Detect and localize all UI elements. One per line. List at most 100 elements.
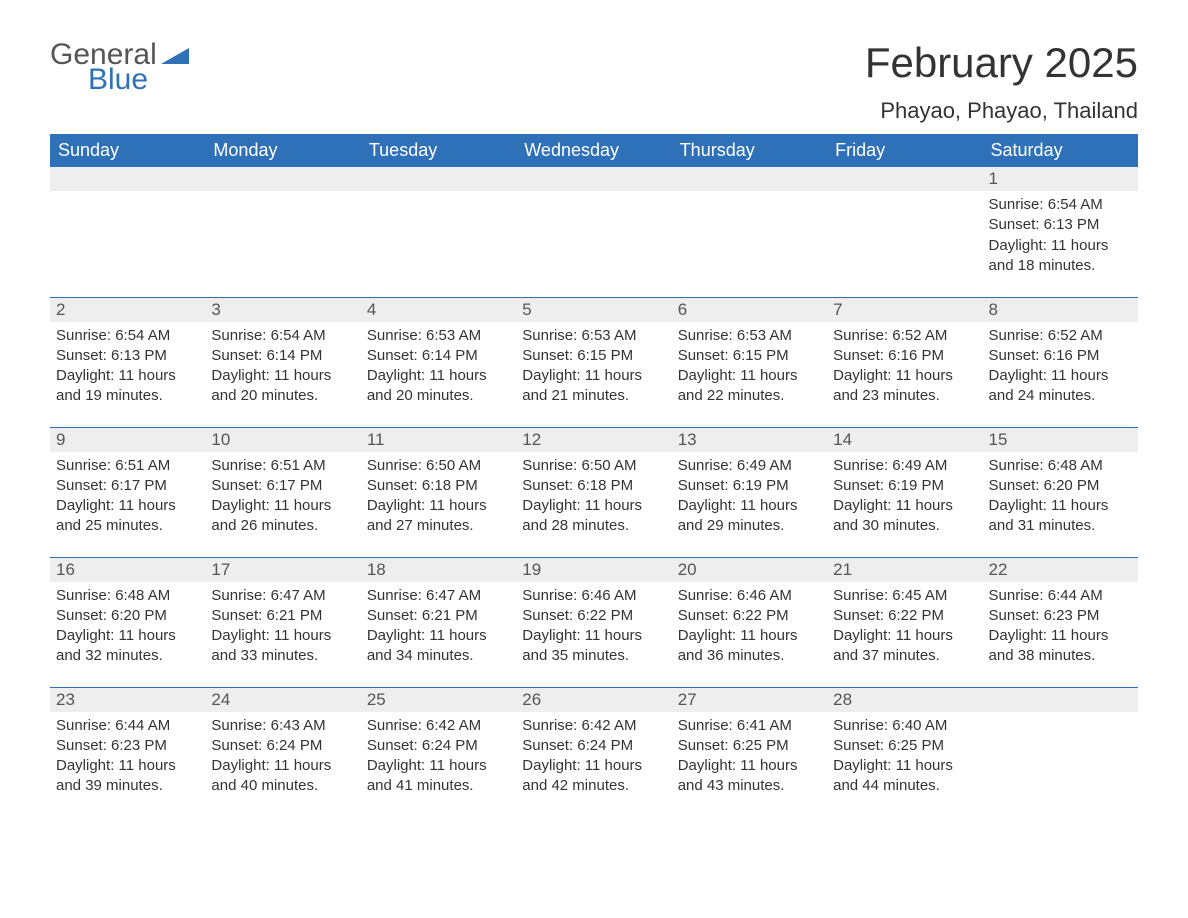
daylight-line: Daylight: 11 hours and 33 minutes. (211, 626, 354, 667)
daylight-line: Daylight: 11 hours and 36 minutes. (678, 626, 821, 667)
daylight-line: Daylight: 11 hours and 35 minutes. (522, 626, 665, 667)
day-number: 8 (983, 298, 1138, 322)
sunrise-line: Sunrise: 6:48 AM (989, 456, 1132, 476)
day-number: 3 (205, 298, 360, 322)
day-number (672, 167, 827, 191)
daylight-line: Daylight: 11 hours and 38 minutes. (989, 626, 1132, 667)
sunset-line: Sunset: 6:23 PM (989, 606, 1132, 626)
day-number (827, 167, 982, 191)
day-cell: 20Sunrise: 6:46 AMSunset: 6:22 PMDayligh… (672, 557, 827, 677)
day-details: Sunrise: 6:47 AMSunset: 6:21 PMDaylight:… (361, 582, 516, 675)
day-details: Sunrise: 6:52 AMSunset: 6:16 PMDaylight:… (827, 322, 982, 415)
day-details (983, 712, 1138, 724)
day-number (205, 167, 360, 191)
sunset-line: Sunset: 6:17 PM (56, 476, 199, 496)
day-cell: 14Sunrise: 6:49 AMSunset: 6:19 PMDayligh… (827, 427, 982, 547)
daylight-line: Daylight: 11 hours and 18 minutes. (989, 236, 1132, 277)
day-number: 26 (516, 688, 671, 712)
sunrise-line: Sunrise: 6:54 AM (989, 195, 1132, 215)
flag-icon (161, 46, 191, 71)
location: Phayao, Phayao, Thailand (865, 98, 1138, 124)
sunset-line: Sunset: 6:24 PM (522, 736, 665, 756)
day-details: Sunrise: 6:48 AMSunset: 6:20 PMDaylight:… (983, 452, 1138, 545)
sunrise-line: Sunrise: 6:49 AM (833, 456, 976, 476)
calendar-table: SundayMondayTuesdayWednesdayThursdayFrid… (50, 134, 1138, 807)
sunset-line: Sunset: 6:25 PM (678, 736, 821, 756)
sunrise-line: Sunrise: 6:40 AM (833, 716, 976, 736)
day-number: 17 (205, 558, 360, 582)
sunrise-line: Sunrise: 6:46 AM (522, 586, 665, 606)
day-details: Sunrise: 6:44 AMSunset: 6:23 PMDaylight:… (983, 582, 1138, 675)
day-number: 27 (672, 688, 827, 712)
daylight-line: Daylight: 11 hours and 29 minutes. (678, 496, 821, 537)
sunset-line: Sunset: 6:15 PM (522, 346, 665, 366)
day-details: Sunrise: 6:53 AMSunset: 6:15 PMDaylight:… (672, 322, 827, 415)
day-number: 24 (205, 688, 360, 712)
day-details: Sunrise: 6:53 AMSunset: 6:14 PMDaylight:… (361, 322, 516, 415)
daylight-line: Daylight: 11 hours and 43 minutes. (678, 756, 821, 797)
sunset-line: Sunset: 6:25 PM (833, 736, 976, 756)
day-number (983, 688, 1138, 712)
day-number: 23 (50, 688, 205, 712)
day-details: Sunrise: 6:52 AMSunset: 6:16 PMDaylight:… (983, 322, 1138, 415)
calendar-body: 1Sunrise: 6:54 AMSunset: 6:13 PMDaylight… (50, 167, 1138, 807)
sunset-line: Sunset: 6:22 PM (833, 606, 976, 626)
day-number: 28 (827, 688, 982, 712)
sunset-line: Sunset: 6:16 PM (833, 346, 976, 366)
sunset-line: Sunset: 6:18 PM (367, 476, 510, 496)
daylight-line: Daylight: 11 hours and 19 minutes. (56, 366, 199, 407)
day-details: Sunrise: 6:45 AMSunset: 6:22 PMDaylight:… (827, 582, 982, 675)
day-number (50, 167, 205, 191)
sunset-line: Sunset: 6:24 PM (211, 736, 354, 756)
daylight-line: Daylight: 11 hours and 22 minutes. (678, 366, 821, 407)
day-details: Sunrise: 6:51 AMSunset: 6:17 PMDaylight:… (205, 452, 360, 545)
sunrise-line: Sunrise: 6:50 AM (367, 456, 510, 476)
day-number: 7 (827, 298, 982, 322)
day-cell: 9Sunrise: 6:51 AMSunset: 6:17 PMDaylight… (50, 427, 205, 547)
day-cell: 13Sunrise: 6:49 AMSunset: 6:19 PMDayligh… (672, 427, 827, 547)
daylight-line: Daylight: 11 hours and 20 minutes. (367, 366, 510, 407)
sunset-line: Sunset: 6:14 PM (211, 346, 354, 366)
sunset-line: Sunset: 6:17 PM (211, 476, 354, 496)
sunrise-line: Sunrise: 6:51 AM (211, 456, 354, 476)
sunrise-line: Sunrise: 6:47 AM (367, 586, 510, 606)
daylight-line: Daylight: 11 hours and 25 minutes. (56, 496, 199, 537)
sunrise-line: Sunrise: 6:52 AM (989, 326, 1132, 346)
sunrise-line: Sunrise: 6:44 AM (989, 586, 1132, 606)
sunrise-line: Sunrise: 6:51 AM (56, 456, 199, 476)
day-cell (205, 167, 360, 287)
day-number: 12 (516, 428, 671, 452)
day-cell: 17Sunrise: 6:47 AMSunset: 6:21 PMDayligh… (205, 557, 360, 677)
day-cell: 21Sunrise: 6:45 AMSunset: 6:22 PMDayligh… (827, 557, 982, 677)
dayname-sunday: Sunday (50, 134, 205, 167)
dayname-tuesday: Tuesday (361, 134, 516, 167)
day-details: Sunrise: 6:49 AMSunset: 6:19 PMDaylight:… (672, 452, 827, 545)
sunset-line: Sunset: 6:19 PM (833, 476, 976, 496)
day-number: 1 (983, 167, 1138, 191)
day-details: Sunrise: 6:51 AMSunset: 6:17 PMDaylight:… (50, 452, 205, 545)
day-cell (672, 167, 827, 287)
sunset-line: Sunset: 6:18 PM (522, 476, 665, 496)
daylight-line: Daylight: 11 hours and 26 minutes. (211, 496, 354, 537)
header: General Blue February 2025 Phayao, Phaya… (50, 40, 1138, 124)
day-cell: 4Sunrise: 6:53 AMSunset: 6:14 PMDaylight… (361, 297, 516, 417)
day-number: 25 (361, 688, 516, 712)
daylight-line: Daylight: 11 hours and 32 minutes. (56, 626, 199, 667)
day-details: Sunrise: 6:47 AMSunset: 6:21 PMDaylight:… (205, 582, 360, 675)
sunset-line: Sunset: 6:13 PM (989, 215, 1132, 235)
day-number: 15 (983, 428, 1138, 452)
dayname-monday: Monday (205, 134, 360, 167)
day-cell: 24Sunrise: 6:43 AMSunset: 6:24 PMDayligh… (205, 687, 360, 807)
sunset-line: Sunset: 6:19 PM (678, 476, 821, 496)
daylight-line: Daylight: 11 hours and 39 minutes. (56, 756, 199, 797)
day-cell: 18Sunrise: 6:47 AMSunset: 6:21 PMDayligh… (361, 557, 516, 677)
day-number: 22 (983, 558, 1138, 582)
sunset-line: Sunset: 6:20 PM (56, 606, 199, 626)
day-cell: 26Sunrise: 6:42 AMSunset: 6:24 PMDayligh… (516, 687, 671, 807)
daylight-line: Daylight: 11 hours and 41 minutes. (367, 756, 510, 797)
day-cell (827, 167, 982, 287)
sunset-line: Sunset: 6:14 PM (367, 346, 510, 366)
sunset-line: Sunset: 6:22 PM (522, 606, 665, 626)
day-cell: 25Sunrise: 6:42 AMSunset: 6:24 PMDayligh… (361, 687, 516, 807)
day-details: Sunrise: 6:41 AMSunset: 6:25 PMDaylight:… (672, 712, 827, 805)
